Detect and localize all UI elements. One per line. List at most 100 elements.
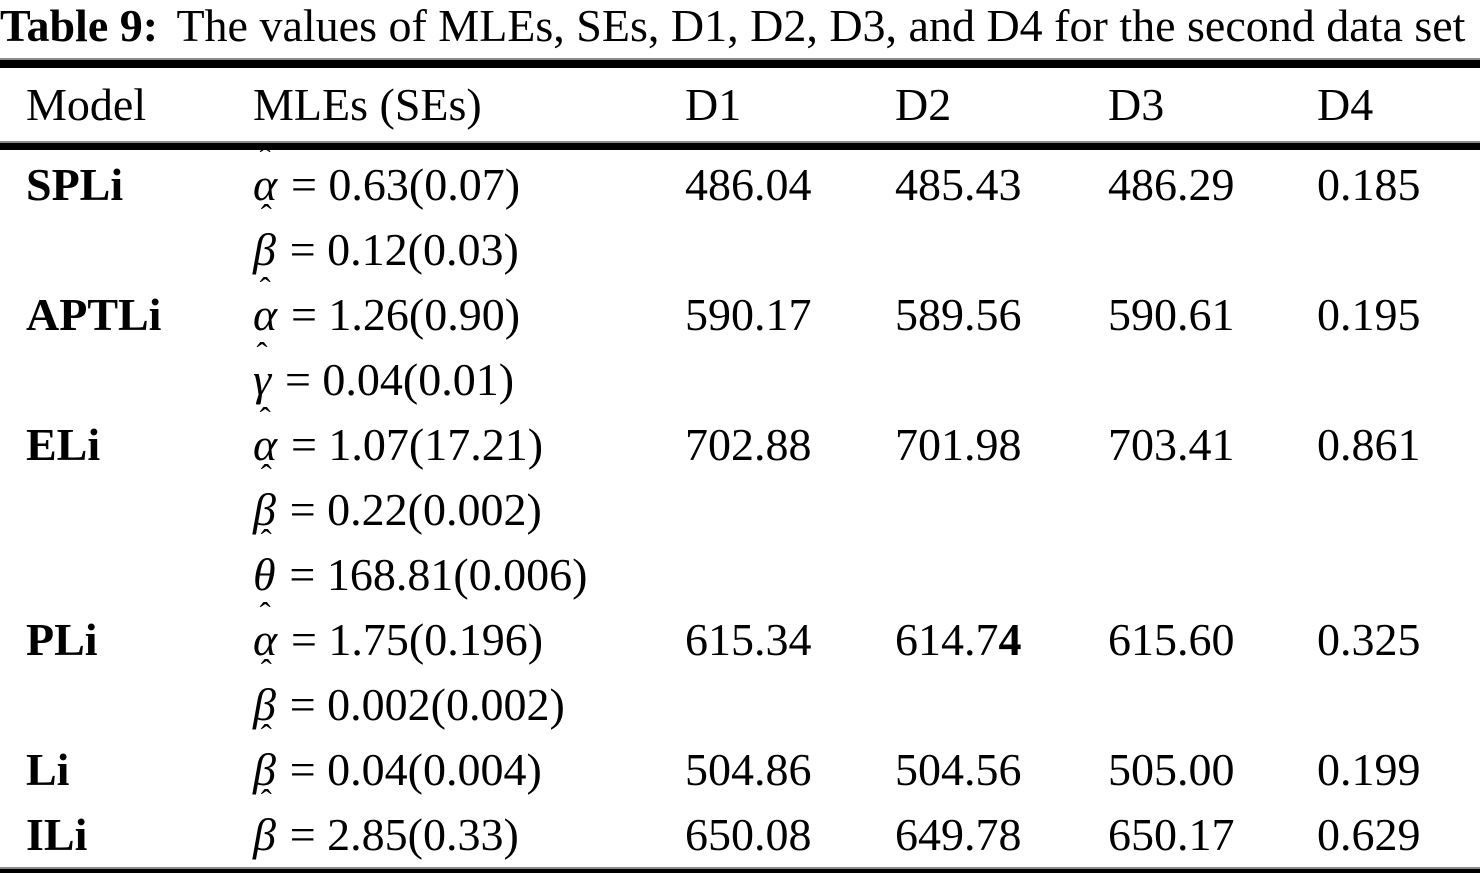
header-row: Model MLEs (SEs) D1 D2 D3 D4 bbox=[0, 68, 1480, 141]
model-name: ELi bbox=[26, 419, 101, 470]
d2-number: 485.43 bbox=[895, 159, 1022, 210]
d1-value: 615.34 bbox=[685, 607, 895, 672]
header-rule bbox=[0, 141, 1480, 150]
d3-value: 590.61 bbox=[1108, 282, 1317, 347]
greek-letter: γ bbox=[253, 354, 272, 405]
d1-number: 702.88 bbox=[685, 419, 812, 470]
greek-letter: β bbox=[253, 224, 276, 275]
mles-cell: ˆ α = 1.75(0.196) ˆ β = 0.002(0.002) bbox=[253, 598, 685, 737]
mles-cell: ˆ β = 0.04(0.004) bbox=[253, 720, 685, 802]
bold-digit: 4 bbox=[998, 614, 1022, 665]
d3-value: 486.29 bbox=[1108, 152, 1317, 217]
d2-number: 701.98 bbox=[895, 419, 1022, 470]
d3-number: 505.00 bbox=[1108, 744, 1235, 795]
table-body: SPLi ˆ α = 0.63(0.07) ˆ β = 0.12(0.03) 486.04 48… bbox=[0, 143, 1480, 867]
d4-value: 0.325 bbox=[1317, 607, 1480, 672]
mle-line: ˆ α = 1.75(0.196) bbox=[253, 598, 685, 672]
d4-number: 0.185 bbox=[1317, 159, 1421, 210]
greek-letter: α bbox=[253, 614, 278, 665]
greek-letter: α bbox=[253, 419, 278, 470]
model-name: PLi bbox=[26, 614, 98, 665]
d3-value: 505.00 bbox=[1108, 737, 1317, 802]
bottom-rule bbox=[0, 867, 1480, 873]
d2-value: 485.43 bbox=[895, 152, 1108, 217]
d4-value: 0.185 bbox=[1317, 152, 1480, 217]
hat-accent: ˆ bbox=[260, 718, 272, 756]
d2-number: 649.78 bbox=[895, 809, 1022, 860]
d4-value: 0.199 bbox=[1317, 737, 1480, 802]
mle-line: ˆ β = 2.85(0.33) bbox=[253, 785, 685, 867]
greek-letter: α bbox=[253, 289, 278, 340]
d2-value: 589.56 bbox=[895, 282, 1108, 347]
d4-number: 0.629 bbox=[1317, 809, 1421, 860]
table-caption: Table 9: The values of MLEs, SEs, D1, D2,… bbox=[0, 0, 1480, 58]
column-header-d3: D3 bbox=[1108, 79, 1165, 130]
table-row: ILi ˆ β = 2.85(0.33) 650.08 649.78 650.17 0.629 bbox=[0, 785, 1480, 867]
d1-number: 486.04 bbox=[685, 159, 812, 210]
column-header-model: Model bbox=[26, 79, 147, 130]
table-row: SPLi ˆ α = 0.63(0.07) ˆ β = 0.12(0.03) 486.04 48… bbox=[0, 143, 1480, 282]
mle-value: = 0.002(0.002) bbox=[289, 679, 565, 730]
hat-accent: ˆ bbox=[259, 596, 271, 634]
mle-value: = 0.12(0.03) bbox=[289, 224, 519, 275]
greek-letter: β bbox=[253, 744, 276, 795]
mle-value: = 1.75(0.196) bbox=[290, 614, 544, 665]
model-name: SPLi bbox=[26, 159, 124, 210]
d3-number: 650.17 bbox=[1108, 809, 1235, 860]
d1-number: 504.86 bbox=[685, 744, 812, 795]
d1-number: 650.08 bbox=[685, 809, 812, 860]
column-header-d2: D2 bbox=[895, 79, 952, 130]
table-caption-text: The values of MLEs, SEs, D1, D2, D3, and… bbox=[176, 0, 1466, 51]
d1-value: 504.86 bbox=[685, 737, 895, 802]
d3-number: 590.61 bbox=[1108, 289, 1235, 340]
mles-cell: ˆ β = 2.85(0.33) bbox=[253, 785, 685, 867]
d1-value: 702.88 bbox=[685, 412, 895, 477]
hat-accent: ˆ bbox=[260, 783, 272, 821]
hat-accent: ˆ bbox=[260, 198, 272, 236]
d2-value: 504.56 bbox=[895, 737, 1108, 802]
column-header-d4: D4 bbox=[1317, 79, 1374, 130]
mle-line: ˆ β = 0.22(0.002) bbox=[253, 460, 685, 542]
d3-value: 615.60 bbox=[1108, 607, 1317, 672]
mle-value: = 0.04(0.004) bbox=[289, 744, 542, 795]
mle-line: ˆ β = 0.04(0.004) bbox=[253, 720, 685, 802]
table-row: Li ˆ β = 0.04(0.004) 504.86 504.56 505.00 0.199 bbox=[0, 720, 1480, 802]
model-name: ILi bbox=[26, 809, 88, 860]
greek-letter: θ bbox=[253, 549, 276, 600]
mle-line: ˆ α = 1.26(0.90) bbox=[253, 273, 685, 347]
mle-value: = 0.63(0.07) bbox=[290, 159, 521, 210]
mle-line: ˆ β = 0.002(0.002) bbox=[253, 655, 685, 737]
column-header-mles-ses: MLEs (SEs) bbox=[253, 79, 482, 130]
mle-line: ˆ θ = 168.81(0.006) bbox=[253, 525, 685, 607]
table-row: APTLi ˆ α = 1.26(0.90) ˆ γ = 0.04(0.01) 590.17 5… bbox=[0, 273, 1480, 412]
d3-number: 703.41 bbox=[1108, 419, 1235, 470]
mle-value: = 168.81(0.006) bbox=[289, 549, 588, 600]
d4-number: 0.199 bbox=[1317, 744, 1421, 795]
greek-letter: α bbox=[253, 159, 278, 210]
d4-value: 0.861 bbox=[1317, 412, 1480, 477]
mle-line: ˆ α = 0.63(0.07) bbox=[253, 143, 685, 217]
d2-number: 504.56 bbox=[895, 744, 1022, 795]
mles-cell: ˆ α = 1.26(0.90) ˆ γ = 0.04(0.01) bbox=[253, 273, 685, 412]
hat-accent: ˆ bbox=[260, 653, 272, 691]
d1-value: 486.04 bbox=[685, 152, 895, 217]
hat-accent: ˆ bbox=[256, 336, 268, 374]
mles-cell: ˆ α = 0.63(0.07) ˆ β = 0.12(0.03) bbox=[253, 143, 685, 282]
d4-value: 0.629 bbox=[1317, 802, 1480, 867]
mle-value: = 2.85(0.33) bbox=[289, 809, 519, 860]
mle-line: ˆ γ = 0.04(0.01) bbox=[253, 338, 685, 412]
d2-value: 701.98 bbox=[895, 412, 1108, 477]
d3-number: 486.29 bbox=[1108, 159, 1235, 210]
greek-letter: β bbox=[253, 484, 276, 535]
d1-number: 615.34 bbox=[685, 614, 812, 665]
mle-value: = 0.04(0.01) bbox=[284, 354, 515, 405]
greek-letter: β bbox=[253, 809, 276, 860]
